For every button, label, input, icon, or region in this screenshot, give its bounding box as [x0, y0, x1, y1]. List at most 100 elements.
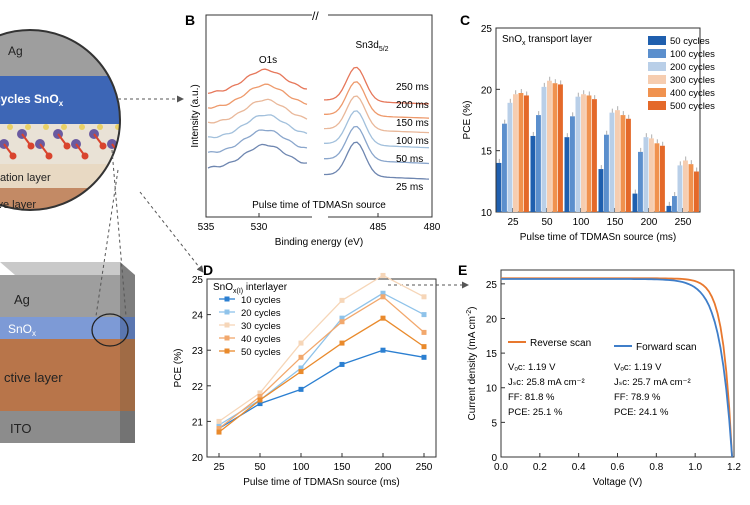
data-point	[257, 390, 263, 396]
panel-c-bar-chart: 10 15 20 25 25 50 100 150 200 250 Pulse time of TD…	[462, 24, 715, 243]
zoom-circle: Ag cycles SnOx ivation layer tive layer	[0, 29, 121, 211]
y-axis-label: Intensity (a.u.)	[190, 84, 201, 147]
panel-label-c: C	[460, 12, 470, 28]
bar	[530, 135, 536, 212]
metric-text: PCE: 24.1 %	[614, 407, 669, 418]
data-point	[216, 426, 222, 432]
bar	[604, 134, 609, 212]
y-tick-label: 21	[192, 417, 204, 428]
y-axis-label: Current density (mA cm-2)	[466, 306, 478, 420]
x-tick-label: 0.4	[572, 462, 586, 473]
bar	[575, 96, 581, 212]
subtitle: Pulse time of TDMASn source	[252, 200, 386, 211]
series-line	[218, 295, 425, 430]
x-tick-label: 1.2	[727, 462, 741, 473]
y-tick-label: 10	[481, 208, 493, 219]
legend-label: 10 cycles	[241, 295, 281, 306]
data-point	[421, 344, 427, 350]
x-axis-label: Voltage (V)	[593, 477, 642, 488]
y-tick-label: 20	[481, 85, 493, 96]
panel-b-xps: // 535 530 485 480 Binding energy (eV) Intensi…	[190, 9, 441, 248]
stack-active-label: ctive layer	[4, 370, 63, 385]
x-tick-label: 535	[198, 222, 215, 233]
bar	[513, 94, 518, 212]
x-tick-label: 1.0	[688, 462, 702, 473]
bar	[609, 112, 615, 212]
data-point	[216, 429, 222, 435]
x-axis-label: Pulse time of TDMASn source (ms)	[520, 232, 677, 243]
y-tick-label: 23	[192, 346, 204, 357]
panel-d-scatter-chart: 20 21 22 23 24 25 25 50 100 150 200 250 Pulse time o…	[173, 272, 437, 488]
bar	[672, 196, 677, 212]
stack-sno-layer	[0, 317, 120, 339]
bar	[581, 94, 586, 212]
x-tick-label: 485	[370, 222, 387, 233]
x-tick-label: 25	[213, 462, 225, 473]
x-tick-label: 200	[641, 217, 658, 228]
bar	[626, 118, 631, 212]
x-tick-label: 0.0	[494, 462, 508, 473]
xps-curve-sn3d	[324, 110, 430, 149]
axis-break-mark: //	[312, 9, 319, 23]
legend-label: 50 cycles	[670, 36, 710, 47]
y-tick-label: 5	[491, 418, 497, 429]
series-line	[218, 317, 425, 433]
stack-ito-layer	[0, 411, 120, 443]
stack-ito-label: ITO	[10, 421, 31, 436]
xps-curve-o1s	[207, 83, 308, 109]
bar	[570, 116, 575, 212]
bar	[598, 169, 604, 212]
xps-curve-sn3d	[324, 141, 430, 180]
data-point	[216, 422, 222, 428]
bar	[654, 143, 660, 212]
x-axis-label: Binding energy (eV)	[275, 237, 363, 248]
x-tick-label: 0.6	[611, 462, 625, 473]
data-point	[380, 272, 386, 278]
y-tick-label: 0	[491, 453, 497, 464]
atom	[61, 124, 67, 130]
bar	[536, 115, 541, 212]
bond	[39, 143, 50, 157]
bond	[3, 143, 14, 157]
data-point	[380, 290, 386, 296]
x-axis-label: Pulse time of TDMASn source (ms)	[243, 477, 400, 488]
bar	[564, 137, 570, 212]
xps-curve-o1s	[207, 143, 308, 169]
legend-label: 300 cycles	[670, 75, 715, 86]
metric-text: Jₛᴄ: 25.8 mA cm⁻²	[508, 377, 585, 388]
metric-text: Vₒc: 1.19 V	[614, 362, 662, 373]
x-tick-label: 250	[416, 462, 433, 473]
legend-swatch	[648, 88, 666, 97]
xps-curve-sn3d	[324, 81, 430, 119]
atom	[97, 124, 103, 130]
bar	[632, 193, 638, 212]
x-tick-label: 50	[541, 217, 553, 228]
legend-swatch	[648, 49, 666, 58]
series-line	[218, 349, 425, 430]
device-stack: Ag SnOx ctive layer ITO	[0, 262, 135, 443]
panel-e-jv-chart: 0.0 0.2 0.4 0.6 0.8 1.0 1.2 0 5 10 15 20 25 Voltage (…	[466, 269, 741, 488]
panel-label-e: E	[458, 262, 467, 278]
legend-marker	[224, 296, 230, 302]
bond	[57, 133, 68, 147]
peak-label-sn3d: Sn3d5/2	[355, 40, 388, 53]
bar	[683, 160, 688, 212]
zoom-active-label: tive layer	[0, 199, 36, 211]
bar	[552, 83, 558, 212]
series-label: 25 ms	[396, 182, 423, 193]
data-point	[257, 401, 263, 407]
panel-label-d: D	[203, 262, 213, 278]
bar	[677, 165, 683, 212]
y-tick-label: 10	[486, 384, 498, 395]
data-point	[298, 369, 304, 375]
x-tick-label: 250	[675, 217, 692, 228]
zoom-sno-layer	[0, 76, 120, 124]
axis-break-cover	[312, 9, 328, 21]
chart-title: SnOx transport layer	[502, 34, 593, 47]
x-tick-label: 100	[573, 217, 590, 228]
metric-text: FF: 81.8 %	[508, 392, 555, 403]
x-tick-label: 25	[507, 217, 519, 228]
zoom-passivation-label: ivation layer	[0, 172, 51, 184]
bar	[666, 205, 672, 212]
x-tick-label: 50	[254, 462, 266, 473]
